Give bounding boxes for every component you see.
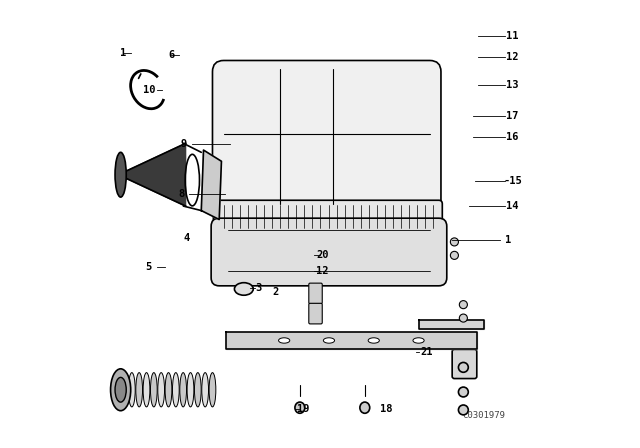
- Ellipse shape: [172, 373, 179, 407]
- Ellipse shape: [458, 387, 468, 397]
- Ellipse shape: [451, 251, 458, 259]
- Ellipse shape: [111, 369, 131, 411]
- Text: 2: 2: [272, 287, 278, 297]
- Polygon shape: [118, 143, 186, 206]
- Text: 4: 4: [184, 233, 189, 243]
- Text: 5: 5: [146, 262, 152, 271]
- Ellipse shape: [458, 362, 468, 372]
- Ellipse shape: [295, 402, 305, 413]
- Ellipse shape: [187, 373, 194, 407]
- Ellipse shape: [158, 373, 164, 407]
- Text: 9: 9: [180, 139, 187, 149]
- Ellipse shape: [234, 283, 253, 295]
- Text: 12: 12: [316, 266, 328, 276]
- FancyBboxPatch shape: [212, 60, 441, 217]
- Ellipse shape: [115, 152, 126, 197]
- Ellipse shape: [413, 338, 424, 343]
- FancyBboxPatch shape: [211, 218, 447, 286]
- Text: 20: 20: [316, 250, 328, 260]
- FancyBboxPatch shape: [452, 349, 477, 379]
- Text: 21: 21: [420, 347, 433, 357]
- Polygon shape: [202, 150, 221, 220]
- Text: -15: -15: [503, 177, 522, 186]
- Ellipse shape: [451, 238, 458, 246]
- Ellipse shape: [202, 373, 209, 407]
- FancyBboxPatch shape: [309, 283, 323, 304]
- Ellipse shape: [180, 373, 186, 407]
- Text: 11: 11: [506, 31, 519, 41]
- FancyBboxPatch shape: [213, 200, 442, 232]
- Ellipse shape: [129, 373, 135, 407]
- Text: 1: 1: [505, 235, 511, 245]
- Text: 19: 19: [297, 404, 309, 414]
- Ellipse shape: [460, 314, 467, 322]
- Ellipse shape: [368, 338, 380, 343]
- Text: 8: 8: [178, 189, 184, 198]
- Ellipse shape: [209, 373, 216, 407]
- Text: 3: 3: [255, 283, 261, 293]
- Ellipse shape: [360, 402, 370, 413]
- Ellipse shape: [278, 338, 290, 343]
- Text: C0301979: C0301979: [462, 411, 505, 420]
- Ellipse shape: [195, 373, 201, 407]
- Polygon shape: [419, 320, 484, 329]
- Ellipse shape: [136, 373, 143, 407]
- Text: 10: 10: [143, 86, 155, 95]
- Ellipse shape: [150, 373, 157, 407]
- Text: 13: 13: [506, 80, 519, 90]
- Ellipse shape: [165, 373, 172, 407]
- Text: 14: 14: [506, 201, 519, 211]
- Text: 16: 16: [506, 132, 519, 142]
- Text: 12: 12: [506, 52, 519, 62]
- Ellipse shape: [115, 377, 126, 402]
- Ellipse shape: [458, 405, 468, 415]
- Text: 17: 17: [506, 112, 519, 121]
- FancyBboxPatch shape: [309, 303, 323, 324]
- Text: 1: 1: [120, 48, 126, 58]
- Text: 6: 6: [168, 50, 174, 60]
- Polygon shape: [226, 332, 477, 349]
- Text: 18: 18: [380, 404, 392, 414]
- Ellipse shape: [143, 373, 150, 407]
- Ellipse shape: [323, 338, 335, 343]
- Ellipse shape: [460, 301, 467, 309]
